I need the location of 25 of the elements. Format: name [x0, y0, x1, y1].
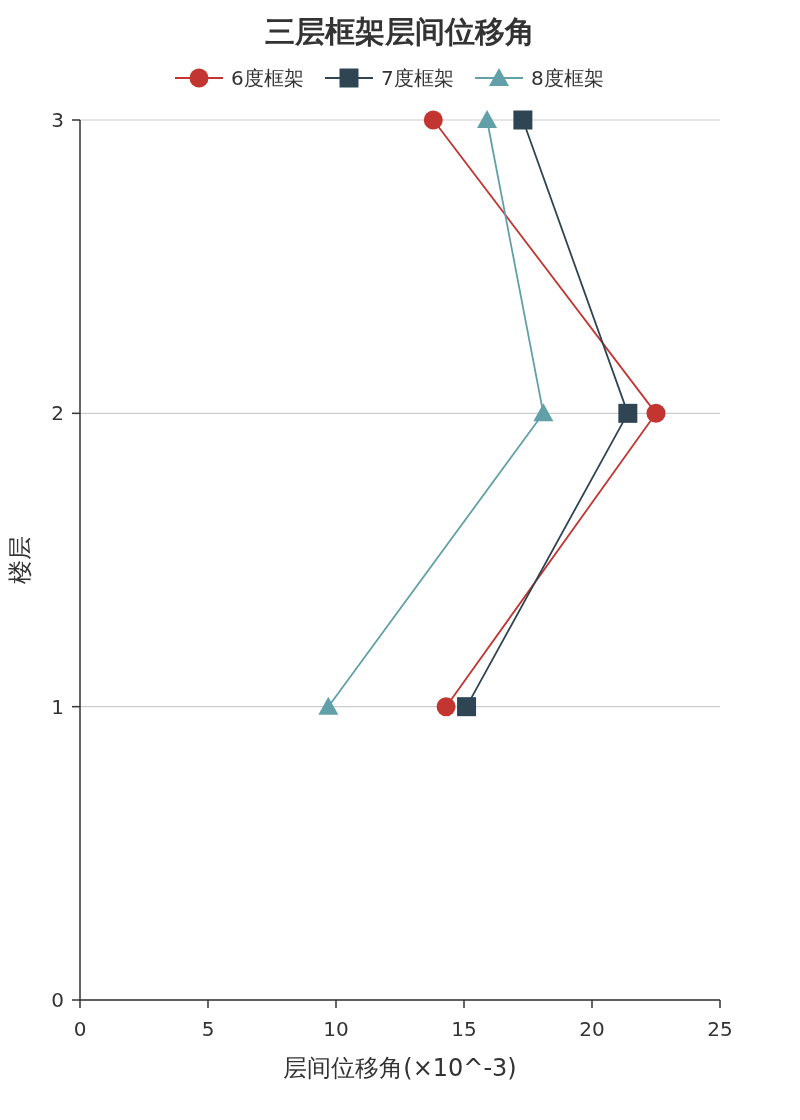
- legend-label: 8度框架: [531, 66, 604, 90]
- point: [513, 110, 533, 130]
- point: [533, 403, 554, 422]
- legend-label: 7度框架: [381, 66, 454, 90]
- y-axis-title: 楼层: [6, 536, 34, 584]
- point: [618, 403, 638, 423]
- x-tick-label: 25: [707, 1017, 733, 1041]
- legend-label: 6度框架: [231, 66, 304, 90]
- point: [457, 697, 477, 717]
- chart-title: 三层框架层间位移角: [265, 14, 535, 49]
- y-tick-label: 3: [51, 108, 64, 132]
- x-tick-label: 20: [579, 1017, 605, 1041]
- y-tick-label: 2: [51, 401, 64, 426]
- point: [436, 697, 456, 717]
- y-tick-label: 0: [51, 988, 64, 1012]
- point: [477, 110, 498, 128]
- x-tick-label: 0: [73, 1017, 87, 1041]
- point: [318, 696, 339, 715]
- x-tick-label: 10: [323, 1017, 349, 1041]
- x-tick-label: 5: [201, 1017, 215, 1041]
- x-axis-title: 层间位移角(×10^-3): [283, 1054, 517, 1082]
- point: [646, 403, 666, 423]
- y-tick-label: 1: [51, 694, 64, 719]
- x-tick-label: 15: [451, 1017, 477, 1041]
- point: [423, 110, 443, 130]
